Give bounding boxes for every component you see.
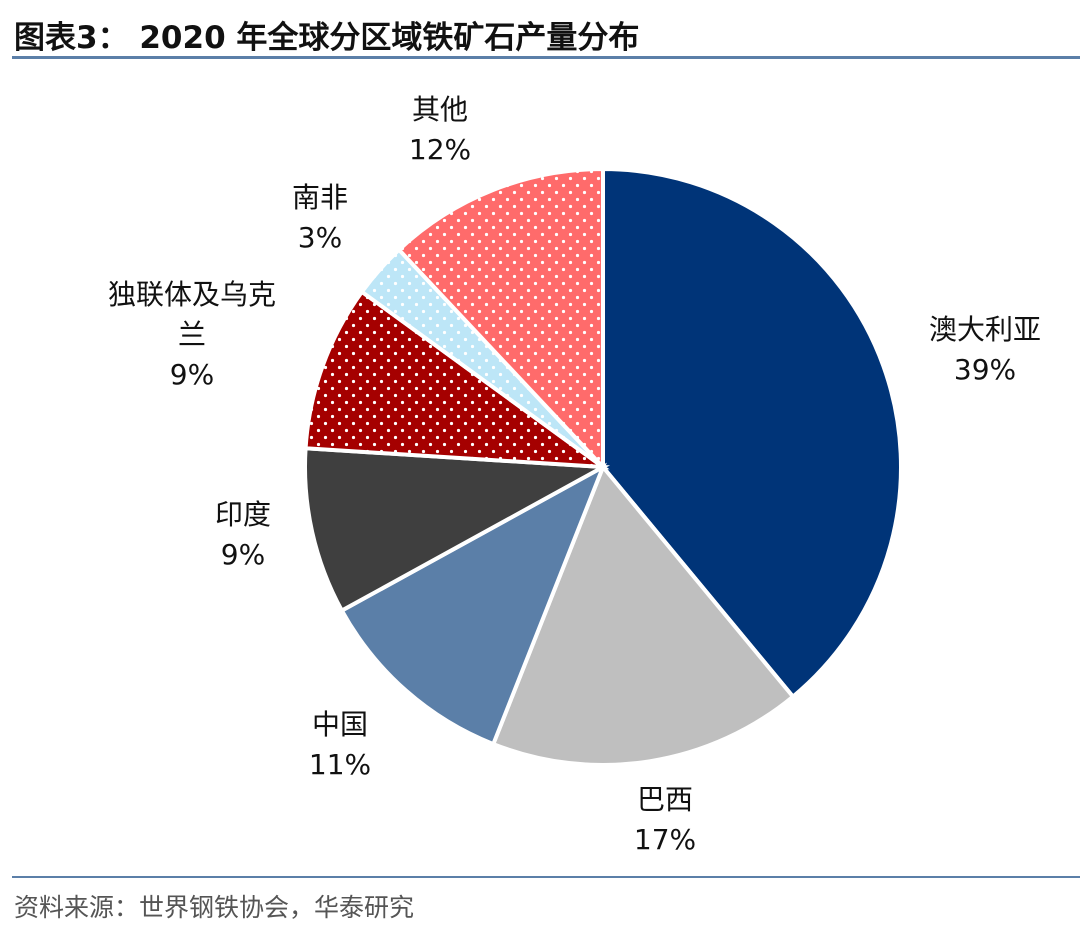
value-label: 11% [308,748,372,781]
pie-slice [396,166,605,473]
value-label: 17% [633,823,697,856]
value-label: 9% [169,358,215,391]
value-label: 9% [220,538,266,571]
pie-slice [490,463,796,767]
source-note: 资料来源：世界钢铁协会，华泰研究 [14,893,415,922]
category-label: 巴西 [636,783,693,816]
category-label: 独联体及乌克兰 [107,278,276,351]
value-label: 12% [408,133,472,166]
value-label: 3% [297,221,343,254]
value-label: 39% [953,353,1017,386]
pie-slice [339,462,607,747]
category-label: 南非 [291,181,348,214]
slice-label: 澳大利亚 39% [890,310,1080,390]
title-rule [12,56,1080,59]
pie-slice [303,289,610,470]
pie-slice [601,166,903,700]
category-label: 其他 [411,93,468,126]
slice-label: 巴西 17% [570,780,760,860]
slice-label: 南非 3% [225,178,415,258]
pie-slice [303,446,610,614]
chart-title: 图表3： 2020 年全球分区域铁矿石产量分布 [14,20,640,56]
slice-label: 印度 9% [148,495,338,575]
slice-label: 独联体及乌克兰 9% [97,275,287,395]
category-label: 澳大利亚 [928,313,1041,346]
category-label: 中国 [311,708,368,741]
slice-label: 中国 11% [245,705,435,785]
category-label: 印度 [214,498,271,531]
slice-label: 其他 12% [345,90,535,170]
source-rule [12,876,1080,878]
